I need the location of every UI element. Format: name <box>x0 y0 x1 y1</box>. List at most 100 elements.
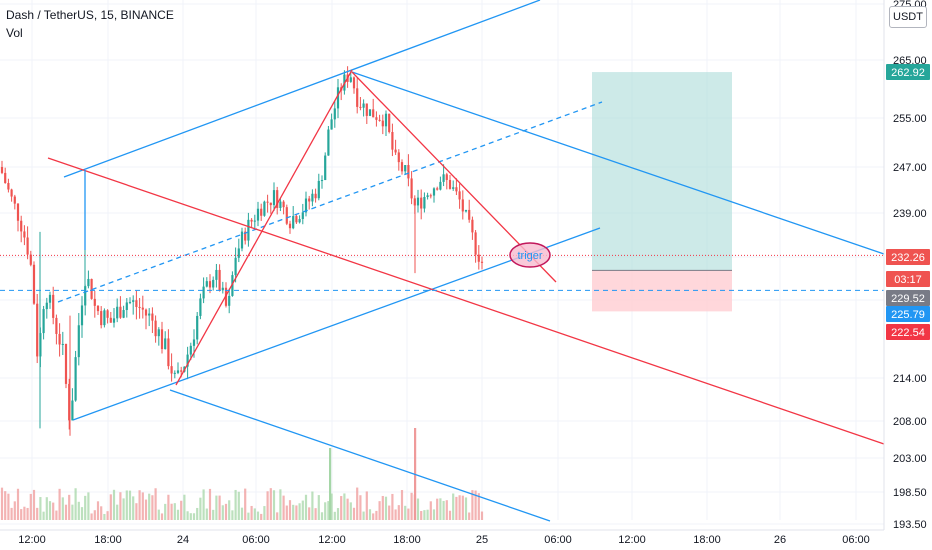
descending-lower-line[interactable] <box>169 389 551 522</box>
channel-mid-dashed-line[interactable] <box>57 101 603 303</box>
volume-bar <box>320 512 324 520</box>
volume-bar <box>77 501 80 520</box>
volume-bar <box>269 488 272 520</box>
volume-bar <box>231 510 234 520</box>
volume-bar <box>215 495 218 520</box>
volume-bar <box>388 505 391 520</box>
position-zones[interactable] <box>592 72 732 312</box>
candle <box>282 200 285 215</box>
candle <box>301 203 304 225</box>
candle <box>336 78 340 119</box>
volume-bar <box>218 495 221 520</box>
trigger-label: triger <box>517 250 542 262</box>
x-tick-label: 06:00 <box>544 534 572 546</box>
target-zone[interactable] <box>592 72 732 271</box>
candle <box>445 172 448 190</box>
volume-bar <box>144 499 148 520</box>
candle <box>16 203 20 232</box>
drawing-lines[interactable] <box>47 0 885 522</box>
candle <box>378 114 381 122</box>
volume-bar <box>375 510 378 520</box>
svg-text:222.54: 222.54 <box>891 327 925 339</box>
candle <box>256 201 260 227</box>
candle <box>480 256 484 270</box>
y-tick-label: 203.00 <box>893 453 927 465</box>
volume-bar <box>298 503 301 520</box>
descending-upper-line[interactable] <box>351 71 885 255</box>
candle <box>333 101 336 128</box>
volume-bar <box>452 493 455 520</box>
volume-bar <box>423 510 426 520</box>
candle <box>320 175 324 189</box>
channel-upper-line[interactable] <box>63 0 541 178</box>
price-tag: 222.54 <box>886 324 930 340</box>
currency-unit-button[interactable]: USDT <box>889 6 927 28</box>
candle <box>448 174 452 190</box>
volume-bar <box>96 501 100 520</box>
volume-bar <box>384 496 388 520</box>
candle <box>0 160 4 175</box>
candle <box>365 103 368 125</box>
volume-bar <box>90 513 93 520</box>
trigger-ellipse[interactable] <box>509 242 551 268</box>
volume-bar <box>109 494 112 520</box>
volume-bar <box>0 487 4 520</box>
volume-bar <box>183 494 186 520</box>
candle <box>119 296 122 319</box>
candle <box>474 229 477 263</box>
x-tick-label: 06:00 <box>242 534 270 546</box>
volume-bar <box>480 511 484 520</box>
price-tag: 229.52 <box>886 290 930 306</box>
volume-bar <box>356 487 359 520</box>
volume-bar <box>317 495 320 520</box>
red-trend-line[interactable] <box>47 157 885 445</box>
candle <box>128 297 132 305</box>
volume-bar <box>199 497 202 520</box>
candle <box>253 214 256 228</box>
volume-bar <box>436 498 439 520</box>
annotation[interactable]: triger <box>509 242 551 268</box>
candle <box>116 298 119 323</box>
candle <box>7 178 10 193</box>
volume-bar <box>55 510 58 520</box>
volume-bar <box>285 505 288 520</box>
candle <box>314 188 317 203</box>
volume-bar <box>180 500 183 520</box>
candlestick-series <box>0 66 484 436</box>
red-rising-line[interactable] <box>175 69 353 386</box>
price-tag: 262.92 <box>886 64 930 80</box>
x-tick-label: 12:00 <box>18 534 46 546</box>
volume-bar <box>74 488 77 520</box>
time-axis[interactable]: 12:00 18:00 24 06:00 12:00 18:00 25 06:00 12:00 1… <box>0 529 884 550</box>
volume-bar <box>64 504 68 520</box>
candle <box>13 194 16 210</box>
price-tags: 262.92 232.26 03:17 229.52 225.79 222.54 <box>886 64 930 340</box>
volume-bar <box>221 505 224 520</box>
volume-bar <box>157 509 160 520</box>
volume-bar <box>16 488 20 520</box>
candle <box>359 97 362 111</box>
volume-bar <box>36 507 39 520</box>
x-tick-label: 18:00 <box>393 534 421 546</box>
volume-bar <box>432 509 436 520</box>
candle <box>52 286 55 325</box>
volume-label: Vol <box>6 26 23 40</box>
volume-bar <box>314 508 317 520</box>
candle <box>29 250 32 267</box>
volume-bar <box>93 510 96 520</box>
candle <box>234 247 237 283</box>
candle <box>132 295 135 315</box>
volume-bar <box>112 489 116 520</box>
candle <box>36 293 39 364</box>
volume-bar <box>295 505 298 520</box>
symbol-title: Dash / TetherUS, 15, BINANCE <box>6 8 174 22</box>
volume-bar <box>391 493 394 520</box>
volume-bar <box>250 505 253 520</box>
candle <box>266 194 269 213</box>
candle <box>68 378 71 430</box>
volume-bar <box>10 507 13 520</box>
candle <box>279 197 282 212</box>
volume-bar <box>247 512 250 520</box>
candle <box>189 342 192 361</box>
